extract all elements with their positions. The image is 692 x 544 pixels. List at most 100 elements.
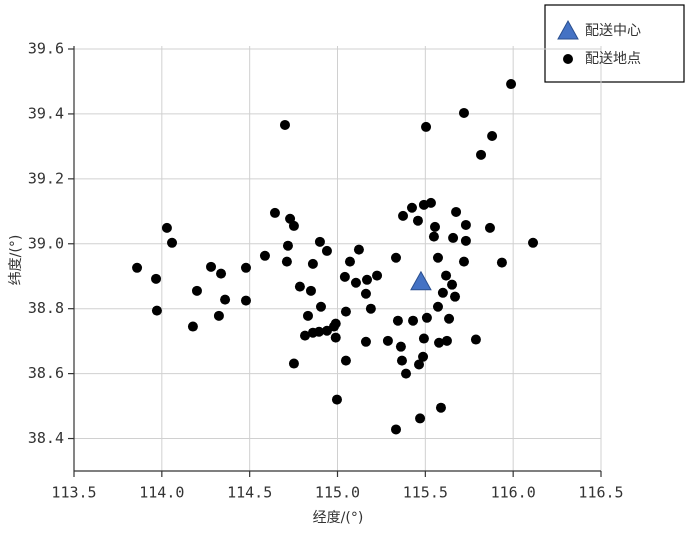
point bbox=[216, 268, 227, 279]
point bbox=[305, 285, 316, 296]
point bbox=[428, 231, 439, 242]
point bbox=[360, 336, 371, 347]
legend-marker bbox=[557, 19, 579, 40]
x-tick-label: 116.5 bbox=[578, 484, 623, 502]
point bbox=[390, 424, 401, 435]
point bbox=[132, 262, 143, 273]
point bbox=[302, 310, 313, 321]
x-tick-label: 116.0 bbox=[491, 484, 536, 502]
y-tick-label: 38.8 bbox=[28, 299, 64, 317]
point bbox=[444, 313, 455, 324]
legend-box bbox=[544, 4, 685, 83]
x-tick-label: 114.5 bbox=[227, 484, 272, 502]
point bbox=[151, 305, 162, 316]
point bbox=[307, 258, 318, 269]
point bbox=[314, 236, 325, 247]
point bbox=[372, 270, 383, 281]
point bbox=[441, 335, 452, 346]
point bbox=[448, 232, 459, 243]
point bbox=[395, 341, 406, 352]
point bbox=[340, 306, 351, 317]
point bbox=[429, 221, 440, 232]
point bbox=[269, 207, 280, 218]
point bbox=[382, 335, 393, 346]
legend-marker bbox=[563, 54, 573, 64]
point bbox=[460, 235, 471, 246]
point bbox=[441, 270, 452, 281]
point bbox=[314, 326, 325, 337]
point bbox=[458, 256, 469, 267]
legend-label: 配送中心 bbox=[585, 23, 641, 39]
point bbox=[406, 202, 417, 213]
point bbox=[390, 252, 401, 263]
y-tick-label: 39.4 bbox=[28, 104, 64, 122]
y-tick-label: 38.6 bbox=[28, 364, 64, 382]
point bbox=[432, 252, 443, 263]
point bbox=[206, 261, 217, 272]
y-axis-label: 纬度/(°) bbox=[8, 235, 24, 286]
y-tick-label: 38.4 bbox=[28, 429, 64, 447]
point bbox=[470, 334, 481, 345]
point bbox=[487, 130, 498, 141]
point bbox=[315, 301, 326, 312]
point bbox=[161, 222, 172, 233]
point bbox=[288, 220, 299, 231]
point bbox=[353, 244, 364, 255]
point bbox=[418, 333, 429, 344]
point bbox=[187, 321, 198, 332]
point bbox=[350, 277, 361, 288]
x-tick-label: 115.0 bbox=[315, 484, 360, 502]
x-tick-label: 115.5 bbox=[403, 484, 448, 502]
point bbox=[476, 149, 487, 160]
point bbox=[279, 119, 290, 130]
point bbox=[447, 279, 458, 290]
point bbox=[421, 312, 432, 323]
point bbox=[259, 250, 270, 261]
point bbox=[401, 368, 412, 379]
point bbox=[282, 240, 293, 251]
point bbox=[435, 402, 446, 413]
point bbox=[528, 237, 539, 248]
point bbox=[360, 288, 371, 299]
point bbox=[432, 301, 443, 312]
point bbox=[458, 107, 469, 118]
point bbox=[450, 291, 461, 302]
y-tick-label: 39.6 bbox=[28, 40, 64, 58]
point bbox=[425, 197, 436, 208]
point bbox=[396, 355, 407, 366]
x-tick-label: 113.5 bbox=[51, 484, 96, 502]
point bbox=[281, 256, 292, 267]
point bbox=[434, 337, 445, 348]
point bbox=[506, 79, 517, 90]
point bbox=[412, 215, 423, 226]
point bbox=[340, 355, 351, 366]
point bbox=[321, 245, 332, 256]
point bbox=[330, 332, 341, 343]
point bbox=[240, 295, 251, 306]
point bbox=[362, 274, 373, 285]
point bbox=[408, 315, 419, 326]
point bbox=[365, 303, 376, 314]
point bbox=[220, 294, 231, 305]
point bbox=[398, 210, 409, 221]
point bbox=[421, 121, 432, 132]
point bbox=[415, 413, 426, 424]
point bbox=[344, 256, 355, 267]
point bbox=[213, 310, 224, 321]
point bbox=[240, 262, 251, 273]
y-tick-label: 39.0 bbox=[28, 234, 64, 252]
point bbox=[418, 351, 429, 362]
legend-label: 配送地点 bbox=[585, 51, 641, 67]
point bbox=[496, 257, 507, 268]
point bbox=[437, 287, 448, 298]
point bbox=[300, 330, 311, 341]
x-tick-label: 114.0 bbox=[139, 484, 184, 502]
point bbox=[330, 318, 341, 329]
point bbox=[392, 315, 403, 326]
point bbox=[151, 273, 162, 284]
point bbox=[414, 359, 425, 370]
point bbox=[288, 358, 299, 369]
point bbox=[331, 394, 342, 405]
point bbox=[451, 206, 462, 217]
